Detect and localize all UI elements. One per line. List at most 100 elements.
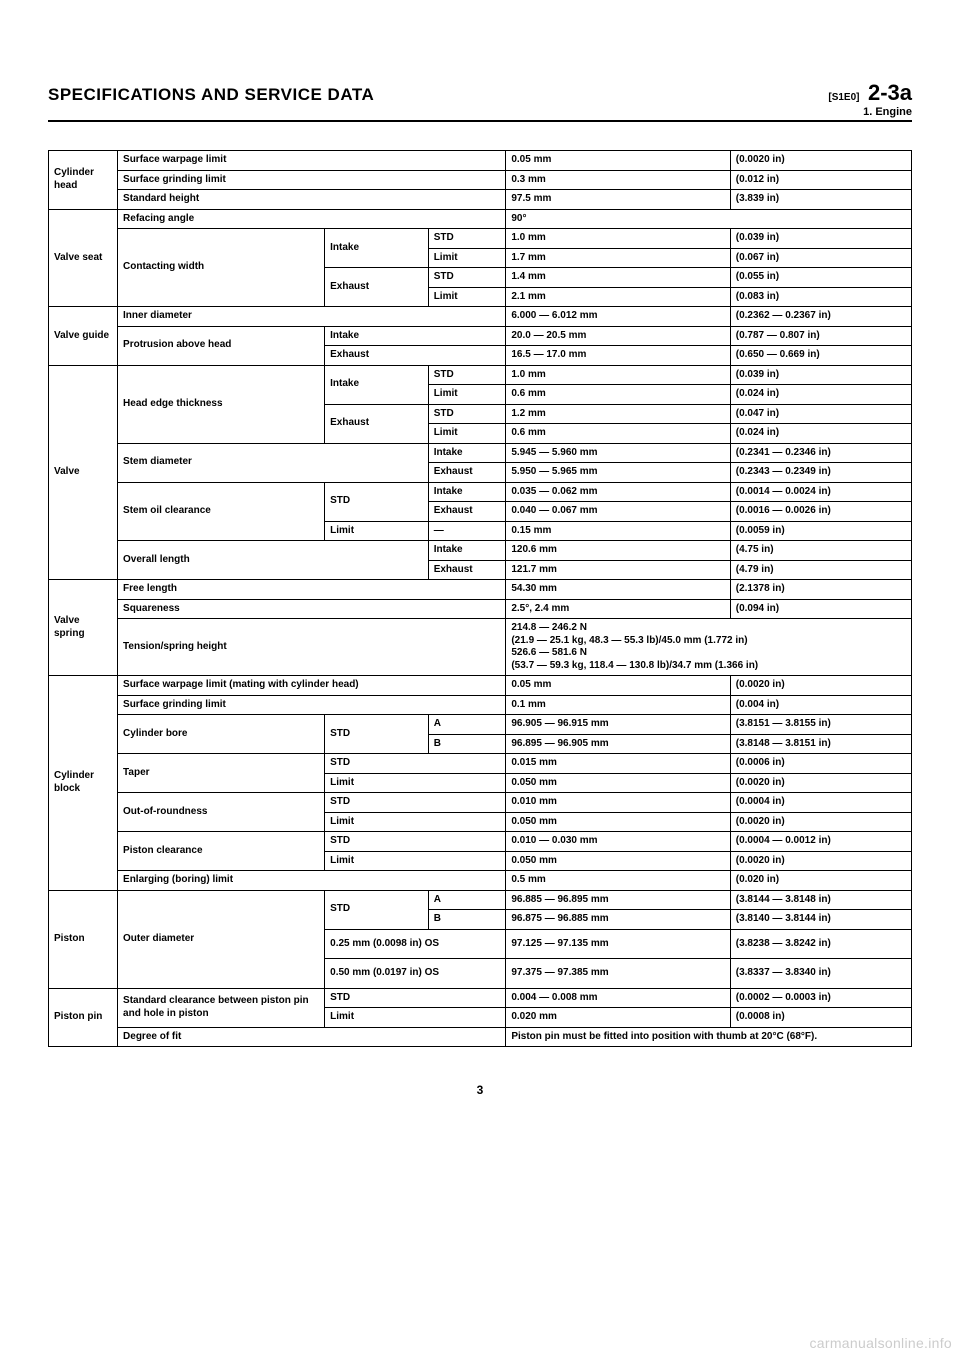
value: 0.050 mm (506, 851, 730, 871)
value: 97.375 — 97.385 mm (506, 959, 730, 989)
label: Surface warpage limit (118, 151, 506, 171)
cat-valve: Valve (49, 365, 118, 580)
value: 96.885 — 96.895 mm (506, 890, 730, 910)
sub: 0.50 mm (0.0197 in) OS (325, 959, 506, 989)
sub: Limit (325, 521, 429, 541)
sub: STD (325, 715, 429, 754)
value: 16.5 — 17.0 mm (506, 346, 730, 366)
sub: STD (428, 365, 506, 385)
value: 0.040 — 0.067 mm (506, 502, 730, 522)
value: 96.895 — 96.905 mm (506, 734, 730, 754)
sub: STD (428, 229, 506, 249)
unit: (0.0020 in) (730, 773, 911, 793)
unit: (0.004 in) (730, 695, 911, 715)
sub: Intake (428, 443, 506, 463)
sub: Intake (325, 326, 506, 346)
unit: (0.012 in) (730, 170, 911, 190)
value: 0.004 — 0.008 mm (506, 988, 730, 1008)
label: Tension/spring height (118, 619, 506, 676)
label: Out-of-roundness (118, 793, 325, 832)
value: 2.1 mm (506, 287, 730, 307)
value: 0.05 mm (506, 151, 730, 171)
unit: (0.0020 in) (730, 151, 911, 171)
unit: (0.0014 — 0.0024 in) (730, 482, 911, 502)
cat-valve-seat: Valve seat (49, 209, 118, 307)
value: 20.0 — 20.5 mm (506, 326, 730, 346)
value: 6.000 — 6.012 mm (506, 307, 730, 327)
value: 0.050 mm (506, 773, 730, 793)
unit: (0.039 in) (730, 365, 911, 385)
label: Taper (118, 754, 325, 793)
unit: (0.2343 — 0.2349 in) (730, 463, 911, 483)
cat-piston: Piston (49, 890, 118, 988)
unit: (0.0059 in) (730, 521, 911, 541)
page-number: 3 (48, 1083, 912, 1097)
cat-cyl-head: Cylinder head (49, 151, 118, 210)
label: Head edge thickness (118, 365, 325, 443)
label: Squareness (118, 599, 506, 619)
value: 0.3 mm (506, 170, 730, 190)
label: Stem diameter (118, 443, 429, 482)
value: 1.0 mm (506, 365, 730, 385)
label: Surface grinding limit (118, 695, 506, 715)
label: Overall length (118, 541, 429, 580)
unit: (3.8151 — 3.8155 in) (730, 715, 911, 735)
unit: (3.8140 — 3.8144 in) (730, 910, 911, 930)
label: Free length (118, 580, 506, 600)
unit: (0.0016 — 0.0026 in) (730, 502, 911, 522)
unit: (0.067 in) (730, 248, 911, 268)
value: 1.2 mm (506, 404, 730, 424)
unit: (0.0002 — 0.0003 in) (730, 988, 911, 1008)
sub: Exhaust (428, 463, 506, 483)
sub: Intake (428, 541, 506, 561)
label: Inner diameter (118, 307, 506, 327)
sub: Exhaust (325, 268, 429, 307)
sub: STD (325, 754, 506, 774)
value: 96.905 — 96.915 mm (506, 715, 730, 735)
unit: (0.2341 — 0.2346 in) (730, 443, 911, 463)
unit: (4.75 in) (730, 541, 911, 561)
sub: Limit (325, 1008, 506, 1028)
unit: (0.650 — 0.669 in) (730, 346, 911, 366)
label: Enlarging (boring) limit (118, 871, 506, 891)
sub: Limit (428, 287, 506, 307)
sub: — (428, 521, 506, 541)
sub: 0.25 mm (0.0098 in) OS (325, 929, 506, 959)
page: SPECIFICATIONS AND SERVICE DATA [S1E0] 2… (0, 0, 960, 1137)
header-title: SPECIFICATIONS AND SERVICE DATA (48, 85, 374, 105)
value: 0.010 mm (506, 793, 730, 813)
sub: Exhaust (428, 502, 506, 522)
value: 0.015 mm (506, 754, 730, 774)
spec-table: Cylinder head Surface warpage limit 0.05… (48, 150, 912, 1047)
unit: (0.0020 in) (730, 676, 911, 696)
value: 96.875 — 96.885 mm (506, 910, 730, 930)
unit: (0.0020 in) (730, 851, 911, 871)
sub: Limit (325, 851, 506, 871)
sub: STD (428, 268, 506, 288)
unit: (0.0006 in) (730, 754, 911, 774)
value: 90° (506, 209, 912, 229)
label: Refacing angle (118, 209, 506, 229)
label: Standard height (118, 190, 506, 210)
unit: (0.024 in) (730, 424, 911, 444)
sub: B (428, 734, 506, 754)
sub: STD (325, 793, 506, 813)
value: 97.5 mm (506, 190, 730, 210)
unit: (4.79 in) (730, 560, 911, 580)
unit: (0.0008 in) (730, 1008, 911, 1028)
label: Contacting width (118, 229, 325, 307)
unit: (0.024 in) (730, 385, 911, 405)
unit: (0.0004 — 0.0012 in) (730, 832, 911, 852)
value: 0.05 mm (506, 676, 730, 696)
value: 0.1 mm (506, 695, 730, 715)
value: 5.950 — 5.965 mm (506, 463, 730, 483)
value: 1.7 mm (506, 248, 730, 268)
watermark: carmanualsonline.info (810, 1335, 953, 1351)
value: 0.6 mm (506, 385, 730, 405)
unit: (0.0020 in) (730, 812, 911, 832)
sub: Limit (325, 812, 506, 832)
unit: (0.0004 in) (730, 793, 911, 813)
cat-cyl-block: Cylinder block (49, 676, 118, 891)
value: 5.945 — 5.960 mm (506, 443, 730, 463)
value: 0.6 mm (506, 424, 730, 444)
